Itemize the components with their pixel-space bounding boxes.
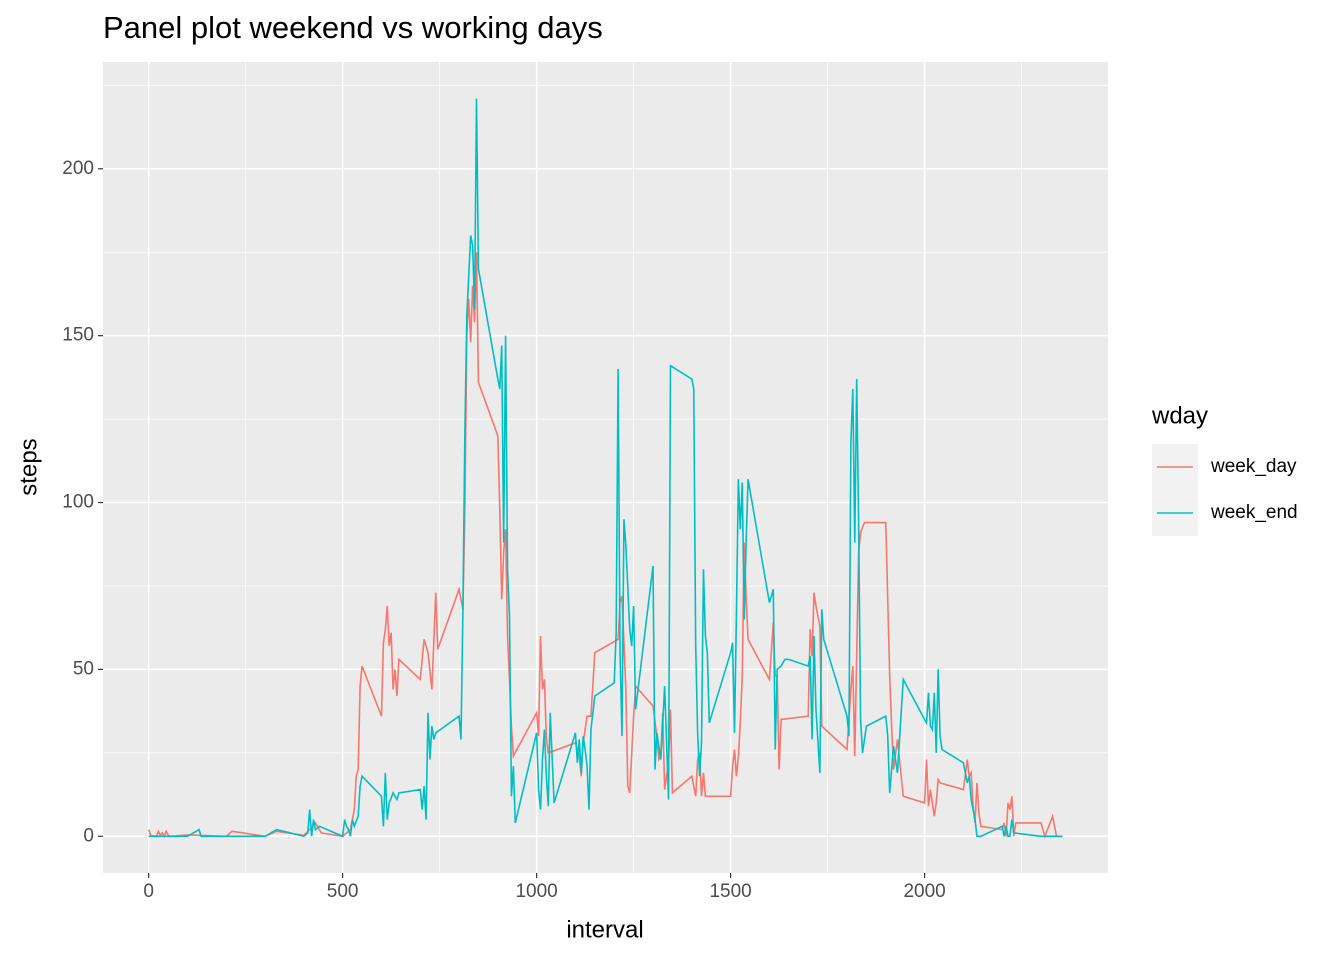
x-axis-title: interval [566, 916, 643, 943]
legend-title: wday [1151, 402, 1208, 429]
legend-label: week_day [1210, 456, 1297, 477]
line [148, 98, 1063, 838]
x-tick-label: 1000 [515, 881, 557, 902]
plot-panel [103, 62, 1108, 873]
x-tick-label: 500 [327, 881, 359, 902]
x-tick-label: 2000 [903, 881, 945, 902]
x-tick-label: 0 [143, 881, 154, 902]
x-tick-label: 1500 [709, 881, 751, 902]
line [147, 252, 1063, 839]
y-axis-title: steps [15, 438, 42, 495]
chart-title: Panel plot weekend vs working days [103, 10, 603, 45]
y-tick-label: 150 [62, 325, 94, 346]
y-tick-label: 0 [83, 825, 94, 846]
y-tick-label: 50 [73, 658, 94, 679]
legend-label: week_end [1210, 502, 1298, 523]
y-tick-label: 100 [62, 492, 94, 513]
y-tick-label: 200 [62, 158, 94, 179]
